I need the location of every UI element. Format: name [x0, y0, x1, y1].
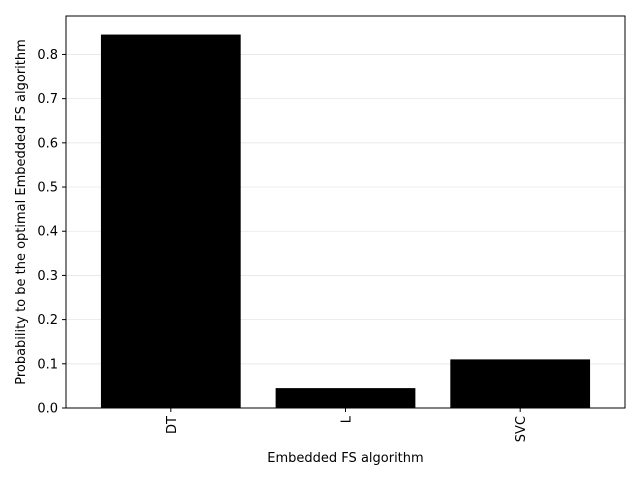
y-tick-label: 0.5	[37, 181, 58, 196]
bars	[100, 34, 591, 409]
y-tick-label: 0.1	[37, 357, 58, 372]
x-tick-label: DT	[165, 416, 180, 434]
x-tick-label: L	[340, 415, 355, 423]
bar-svc	[450, 359, 591, 408]
bar-l	[275, 388, 416, 408]
x-axis-ticks: DT L SVC	[165, 408, 529, 442]
y-tick-label: 0.8	[37, 48, 58, 63]
y-tick-label: 0.2	[37, 313, 58, 328]
y-tick-label: 0.6	[37, 136, 58, 151]
x-axis-label: Embedded FS algorithm	[267, 451, 423, 466]
y-tick-label: 0.4	[37, 225, 58, 240]
y-tick-label: 0.3	[37, 269, 58, 284]
x-tick-label: SVC	[514, 416, 529, 442]
y-tick-label: 0.0	[37, 402, 58, 417]
y-axis-label: Probability to be the optimal Embedded F…	[14, 39, 29, 385]
bar-dt	[100, 34, 241, 409]
y-axis-ticks: 0.0 0.1 0.2 0.3 0.4 0.5 0.6 0.7 0.8	[37, 48, 66, 417]
y-tick-label: 0.7	[37, 92, 58, 107]
